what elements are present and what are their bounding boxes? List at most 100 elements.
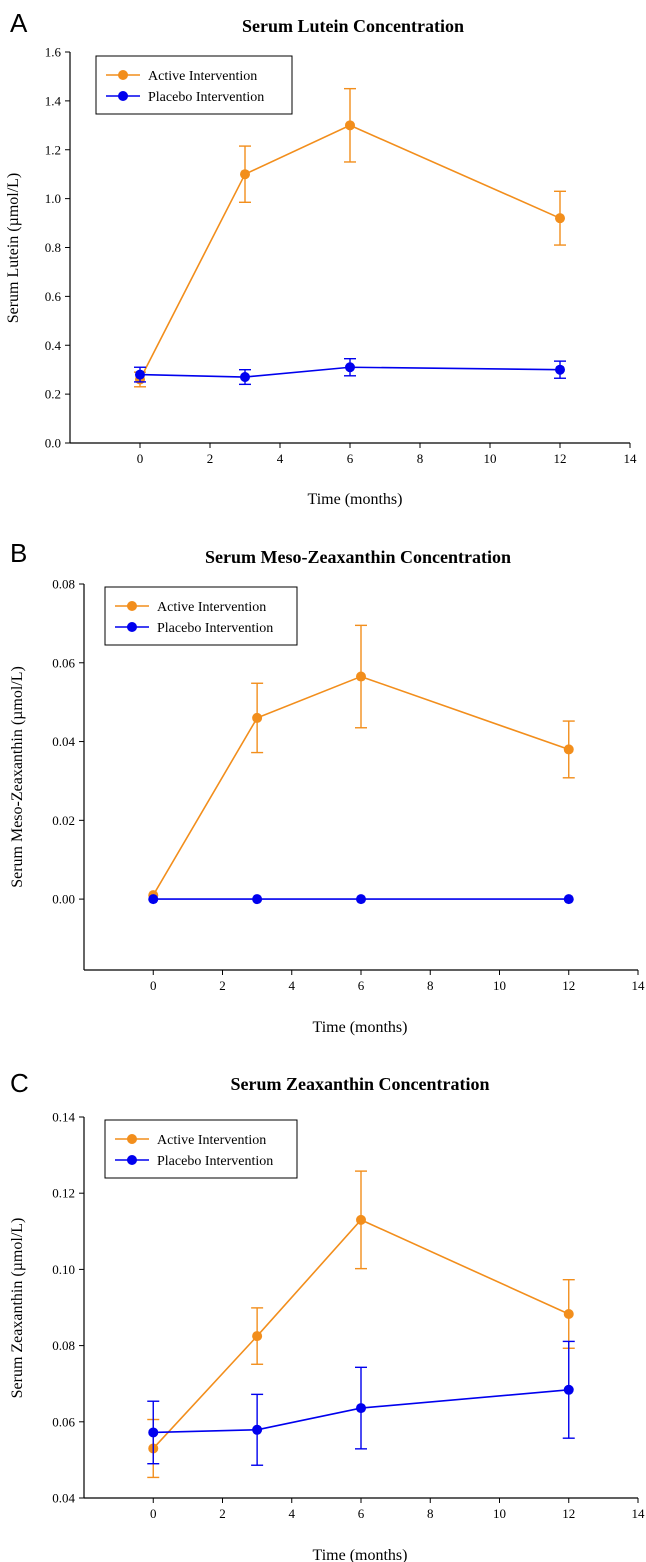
y-tick-label: 0.10 [52, 1262, 75, 1277]
data-point [356, 1214, 366, 1225]
y-tick-label: 0.0 [45, 436, 61, 451]
data-point [356, 894, 366, 905]
panel-letter: C [10, 1068, 29, 1098]
legend-swatch-marker [118, 70, 128, 80]
y-tick-label: 1.4 [45, 93, 62, 108]
legend: Active Intervention Placebo Intervention [104, 586, 298, 646]
data-point [356, 1403, 366, 1414]
chart-title: Serum Lutein Concentration [242, 16, 464, 36]
legend-box [104, 1119, 298, 1179]
y-tick-label: 0.04 [52, 1491, 75, 1506]
data-point [555, 364, 565, 375]
x-tick-label: 12 [554, 451, 567, 466]
x-tick-label: 8 [427, 1506, 434, 1521]
series-placebo-intervention [147, 1340, 575, 1466]
y-tick-label: 1.6 [45, 45, 62, 60]
data-point [148, 894, 159, 905]
x-tick-label: 2 [219, 1506, 226, 1521]
data-point [240, 372, 250, 383]
y-tick-label: 0.06 [52, 655, 75, 670]
legend-label: Active Intervention [157, 600, 266, 615]
x-tick-label: 6 [358, 1506, 365, 1521]
panel-letter: B [10, 538, 27, 568]
data-point [555, 213, 565, 224]
legend-label: Placebo Intervention [157, 1154, 273, 1169]
x-axis-label: Time (months) [313, 1019, 408, 1036]
y-tick-label: 0.08 [52, 577, 75, 592]
legend-swatch-marker [127, 622, 137, 632]
legend-label: Active Intervention [148, 69, 257, 84]
series-line [153, 1388, 569, 1434]
y-tick-label: 0.14 [52, 1110, 75, 1125]
y-tick-label: 0.12 [52, 1186, 75, 1201]
x-tick-label: 12 [562, 978, 575, 993]
y-tick-label: 0.02 [52, 813, 75, 828]
series-line [152, 1218, 570, 1450]
data-point [356, 671, 366, 682]
series-active-intervention [147, 1170, 575, 1479]
chart-panel-a: A Serum Lutein Concentration 0.0 0.2 0.4 0.6 0… [5, 8, 637, 508]
data-point [563, 1384, 574, 1395]
y-tick-label: 0.08 [52, 1338, 75, 1353]
data-point [252, 1331, 263, 1342]
legend-swatch-marker [127, 601, 137, 611]
x-tick-label: 0 [150, 978, 157, 993]
panel-letter: A [10, 8, 28, 38]
x-tick-label: 2 [219, 978, 226, 993]
data-point [345, 362, 355, 373]
y-tick-label: 0.00 [52, 892, 75, 907]
y-tick-label: 0.8 [45, 240, 61, 255]
chart-title: Serum Zeaxanthin Concentration [230, 1074, 489, 1094]
x-tick-label: 8 [427, 978, 434, 993]
y-tick-label: 1.2 [45, 142, 61, 157]
y-tick-label: 0.2 [45, 387, 61, 402]
y-tick-label: 1.0 [45, 191, 61, 206]
legend: Active Intervention Placebo Intervention [104, 1119, 298, 1179]
y-tick-label: 0.04 [52, 734, 75, 749]
series-active-intervention [134, 87, 566, 388]
legend-swatch-marker [118, 91, 128, 101]
x-tick-label: 10 [484, 451, 497, 466]
series-line [139, 124, 561, 380]
series-active-intervention [148, 624, 575, 901]
series-line [152, 675, 570, 896]
x-tick-label: 14 [624, 451, 638, 466]
chart-panel-b: B Serum Meso-Zeaxanthin Concentration 0.00… [9, 538, 645, 1036]
x-tick-label: 10 [493, 1506, 506, 1521]
x-tick-label: 0 [150, 1506, 157, 1521]
series-placebo-intervention [148, 894, 574, 905]
y-axis-label: Serum Meso-Zeaxanthin (µmol/L) [9, 666, 26, 888]
legend-box [95, 55, 293, 115]
legend-label: Active Intervention [157, 1133, 266, 1148]
data-point [148, 1427, 159, 1438]
y-tick-label: 0.4 [45, 338, 62, 353]
legend-swatch-marker [127, 1155, 137, 1165]
x-tick-label: 4 [289, 1506, 296, 1521]
x-axis-label: Time (months) [308, 491, 403, 508]
data-point [563, 894, 574, 905]
x-tick-label: 14 [632, 978, 646, 993]
y-axis-label: Serum Lutein (µmol/L) [5, 173, 22, 324]
data-point [563, 1308, 574, 1319]
legend: Active Intervention Placebo Intervention [95, 55, 293, 115]
chart-panel-c: C Serum Zeaxanthin Concentration 0.04 0.06 0… [9, 1068, 645, 1562]
data-point [135, 369, 145, 380]
data-point [563, 744, 574, 755]
y-tick-label: 0.6 [45, 289, 62, 304]
x-tick-label: 2 [207, 451, 214, 466]
x-tick-label: 12 [562, 1506, 575, 1521]
data-point [252, 894, 263, 905]
legend-box [104, 586, 298, 646]
x-tick-label: 10 [493, 978, 506, 993]
x-tick-label: 0 [137, 451, 144, 466]
x-tick-label: 4 [289, 978, 296, 993]
legend-label: Placebo Intervention [148, 90, 264, 105]
x-tick-label: 4 [277, 451, 284, 466]
legend-label: Placebo Intervention [157, 621, 273, 636]
x-tick-label: 14 [632, 1506, 646, 1521]
x-axis-label: Time (months) [313, 1547, 408, 1562]
data-point [240, 169, 250, 180]
series-line [139, 366, 561, 378]
x-tick-label: 6 [358, 978, 365, 993]
